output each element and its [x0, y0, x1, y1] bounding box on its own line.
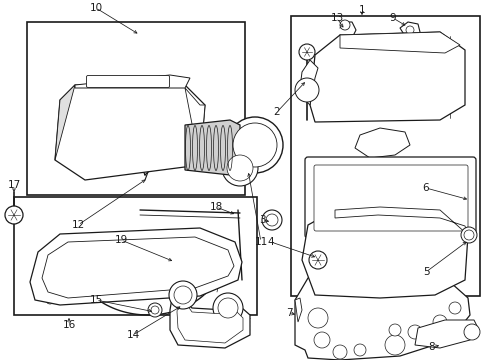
Circle shape — [299, 44, 315, 60]
Circle shape — [174, 286, 192, 304]
Text: 11: 11 — [254, 237, 268, 247]
Polygon shape — [30, 228, 242, 305]
Circle shape — [408, 325, 422, 339]
Polygon shape — [185, 120, 240, 175]
Circle shape — [262, 210, 282, 230]
Text: 12: 12 — [72, 220, 85, 230]
Text: 19: 19 — [114, 235, 127, 245]
Text: 14: 14 — [126, 330, 140, 340]
Circle shape — [333, 345, 347, 359]
Text: 2: 2 — [274, 107, 280, 117]
Circle shape — [233, 123, 277, 167]
Bar — [291, 16, 480, 296]
Bar — [14, 197, 257, 315]
Circle shape — [169, 281, 197, 309]
Circle shape — [230, 268, 238, 276]
Text: 8: 8 — [429, 342, 435, 352]
Text: 7: 7 — [286, 308, 293, 318]
Circle shape — [38, 259, 46, 267]
Polygon shape — [400, 22, 420, 38]
Circle shape — [354, 344, 366, 356]
Polygon shape — [42, 237, 234, 298]
Circle shape — [151, 306, 159, 314]
Circle shape — [213, 293, 243, 323]
Circle shape — [222, 150, 258, 186]
Circle shape — [148, 303, 162, 317]
Circle shape — [314, 332, 330, 348]
Text: 13: 13 — [330, 13, 343, 23]
Bar — [27, 22, 245, 195]
Polygon shape — [335, 207, 468, 235]
Polygon shape — [295, 298, 302, 322]
FancyBboxPatch shape — [314, 165, 468, 231]
Circle shape — [266, 214, 278, 226]
Circle shape — [46, 296, 54, 304]
Circle shape — [309, 251, 327, 269]
Text: 15: 15 — [89, 295, 102, 305]
Circle shape — [226, 254, 234, 262]
Circle shape — [464, 230, 474, 240]
Polygon shape — [170, 295, 250, 348]
Polygon shape — [310, 32, 465, 122]
Text: 6: 6 — [423, 183, 429, 193]
Polygon shape — [55, 85, 205, 180]
FancyBboxPatch shape — [87, 76, 170, 87]
Text: 16: 16 — [62, 320, 75, 330]
Circle shape — [433, 315, 447, 329]
Text: 1: 1 — [359, 5, 366, 15]
Circle shape — [218, 298, 238, 318]
Polygon shape — [300, 60, 318, 105]
Text: 18: 18 — [209, 202, 222, 212]
Circle shape — [385, 335, 405, 355]
Text: 9: 9 — [390, 13, 396, 23]
Circle shape — [340, 20, 350, 30]
Circle shape — [295, 78, 319, 102]
Circle shape — [406, 26, 414, 34]
Text: 5: 5 — [423, 267, 429, 277]
Polygon shape — [177, 298, 243, 343]
FancyBboxPatch shape — [305, 157, 476, 238]
Circle shape — [308, 308, 328, 328]
Circle shape — [227, 155, 253, 181]
Polygon shape — [55, 85, 75, 160]
Circle shape — [464, 324, 480, 340]
Polygon shape — [355, 128, 410, 158]
Polygon shape — [295, 272, 470, 360]
Circle shape — [227, 117, 283, 173]
Text: 10: 10 — [90, 3, 102, 13]
Polygon shape — [185, 88, 205, 165]
Circle shape — [449, 302, 461, 314]
Polygon shape — [302, 207, 468, 298]
Circle shape — [461, 227, 477, 243]
Polygon shape — [75, 75, 190, 88]
Text: 17: 17 — [7, 180, 21, 190]
Polygon shape — [340, 32, 460, 53]
Text: 4: 4 — [268, 237, 274, 247]
Text: 3: 3 — [259, 215, 265, 225]
Circle shape — [41, 281, 49, 289]
Circle shape — [389, 324, 401, 336]
Polygon shape — [415, 320, 478, 348]
Circle shape — [5, 206, 23, 224]
